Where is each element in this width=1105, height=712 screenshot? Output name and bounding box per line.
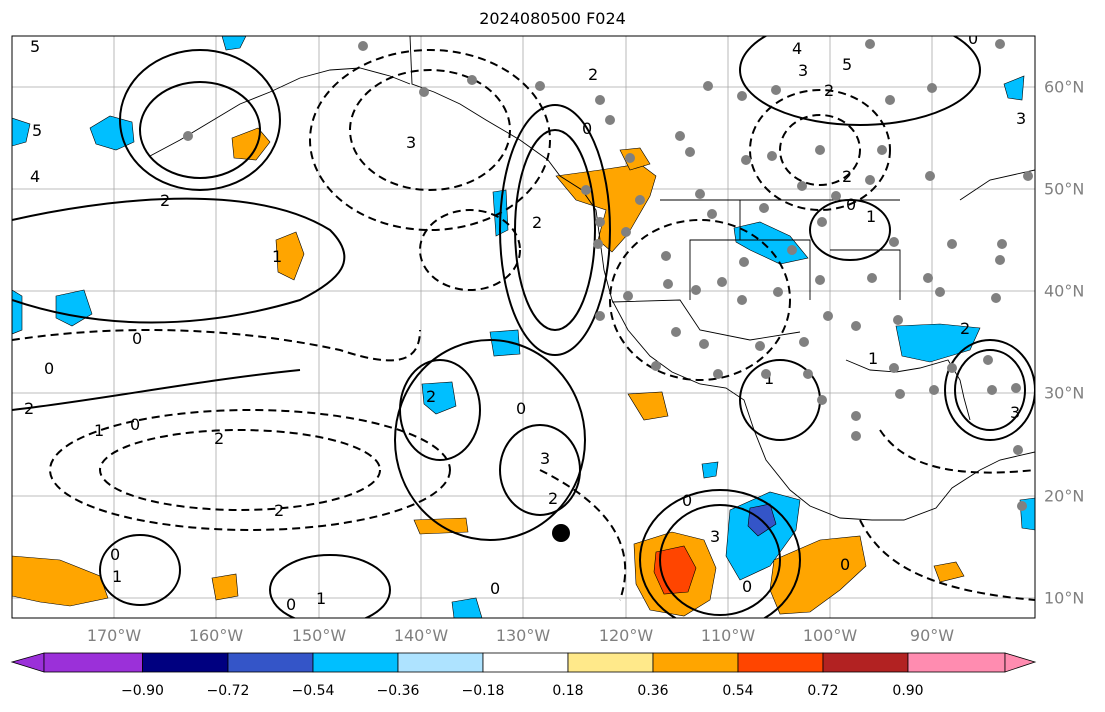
shaded-anomaly-fields <box>12 36 1035 618</box>
svg-text:4: 4 <box>792 39 802 58</box>
negative-contours <box>12 49 1035 601</box>
svg-text:0: 0 <box>286 595 296 614</box>
svg-text:0: 0 <box>840 555 850 574</box>
colorbar-tick-label: −0.18 <box>461 683 505 699</box>
storm-marker <box>552 524 570 542</box>
svg-text:2: 2 <box>214 429 224 448</box>
svg-text:1: 1 <box>764 369 774 388</box>
colorbar-tick-label: 0.90 <box>892 683 924 699</box>
lat-tick-label: 10°N <box>1044 588 1085 608</box>
lon-tick-label: 140°W <box>393 626 449 645</box>
svg-text:1: 1 <box>866 207 876 226</box>
contour-labels: 554 210 021 022 010 132 032 003 002 025 … <box>24 29 1026 614</box>
lon-tick-label: 130°W <box>495 626 551 645</box>
svg-text:2: 2 <box>160 191 170 210</box>
svg-text:2: 2 <box>532 213 542 232</box>
svg-text:1: 1 <box>94 421 104 440</box>
positive-contours <box>12 36 1035 618</box>
svg-text:0: 0 <box>110 545 120 564</box>
lon-tick-label: 150°W <box>291 626 347 645</box>
svg-text:3: 3 <box>798 61 808 80</box>
svg-text:0: 0 <box>130 415 140 434</box>
svg-text:2: 2 <box>588 65 598 84</box>
colorbar-tick-label: −0.90 <box>121 683 164 699</box>
svg-text:1: 1 <box>272 247 282 266</box>
svg-text:0: 0 <box>582 119 592 138</box>
colorbar-tick-label: −0.72 <box>206 683 250 699</box>
svg-text:2: 2 <box>960 319 970 338</box>
svg-text:0: 0 <box>490 579 500 598</box>
lat-tick-label: 20°N <box>1044 486 1085 506</box>
lat-tick-label: 50°N <box>1044 179 1085 199</box>
svg-text:3: 3 <box>710 527 720 546</box>
svg-text:3: 3 <box>1016 109 1026 128</box>
map-title: 2024080500 F024 <box>479 9 626 28</box>
svg-text:1: 1 <box>316 589 326 608</box>
lat-tick-label: 30°N <box>1044 383 1085 403</box>
svg-text:2: 2 <box>24 399 34 418</box>
svg-text:0: 0 <box>846 195 856 214</box>
svg-text:1: 1 <box>868 349 878 368</box>
svg-text:1: 1 <box>112 567 122 586</box>
colorbar-tick-label: 0.54 <box>722 683 754 699</box>
svg-text:3: 3 <box>406 133 416 152</box>
svg-text:5: 5 <box>842 55 852 74</box>
svg-text:0: 0 <box>516 399 526 418</box>
lon-tick-label: 90°W <box>909 626 955 645</box>
svg-text:0: 0 <box>742 577 752 596</box>
lon-tick-label: 170°W <box>86 626 142 645</box>
svg-text:5: 5 <box>30 37 40 56</box>
svg-text:5: 5 <box>32 121 42 140</box>
svg-text:2: 2 <box>842 167 852 186</box>
svg-text:2: 2 <box>548 489 558 508</box>
colorbar-tick-label: −0.36 <box>376 683 420 699</box>
colorbar-tick-label: 0.36 <box>637 683 669 699</box>
svg-text:0: 0 <box>44 359 54 378</box>
svg-text:3: 3 <box>1010 403 1020 422</box>
svg-text:2: 2 <box>274 501 284 520</box>
colorbar-tick-label: 0.18 <box>552 683 584 699</box>
station-dots <box>183 39 1033 511</box>
svg-text:3: 3 <box>540 449 550 468</box>
svg-text:0: 0 <box>682 491 692 510</box>
colorbar-tick-label: −0.54 <box>291 683 335 699</box>
svg-text:0: 0 <box>132 329 142 348</box>
svg-text:4: 4 <box>30 167 40 186</box>
lon-tick-label: 160°W <box>188 626 244 645</box>
svg-text:0: 0 <box>968 29 978 48</box>
lat-tick-label: 60°N <box>1044 77 1085 97</box>
lon-tick-label: 100°W <box>802 626 858 645</box>
lon-tick-label: 120°W <box>598 626 654 645</box>
lon-tick-label: 110°W <box>700 626 756 645</box>
lat-tick-label: 40°N <box>1044 281 1085 301</box>
svg-text:2: 2 <box>426 387 436 406</box>
colorbar <box>10 652 1037 673</box>
colorbar-tick-label: 0.72 <box>807 683 839 699</box>
svg-text:2: 2 <box>824 81 834 100</box>
